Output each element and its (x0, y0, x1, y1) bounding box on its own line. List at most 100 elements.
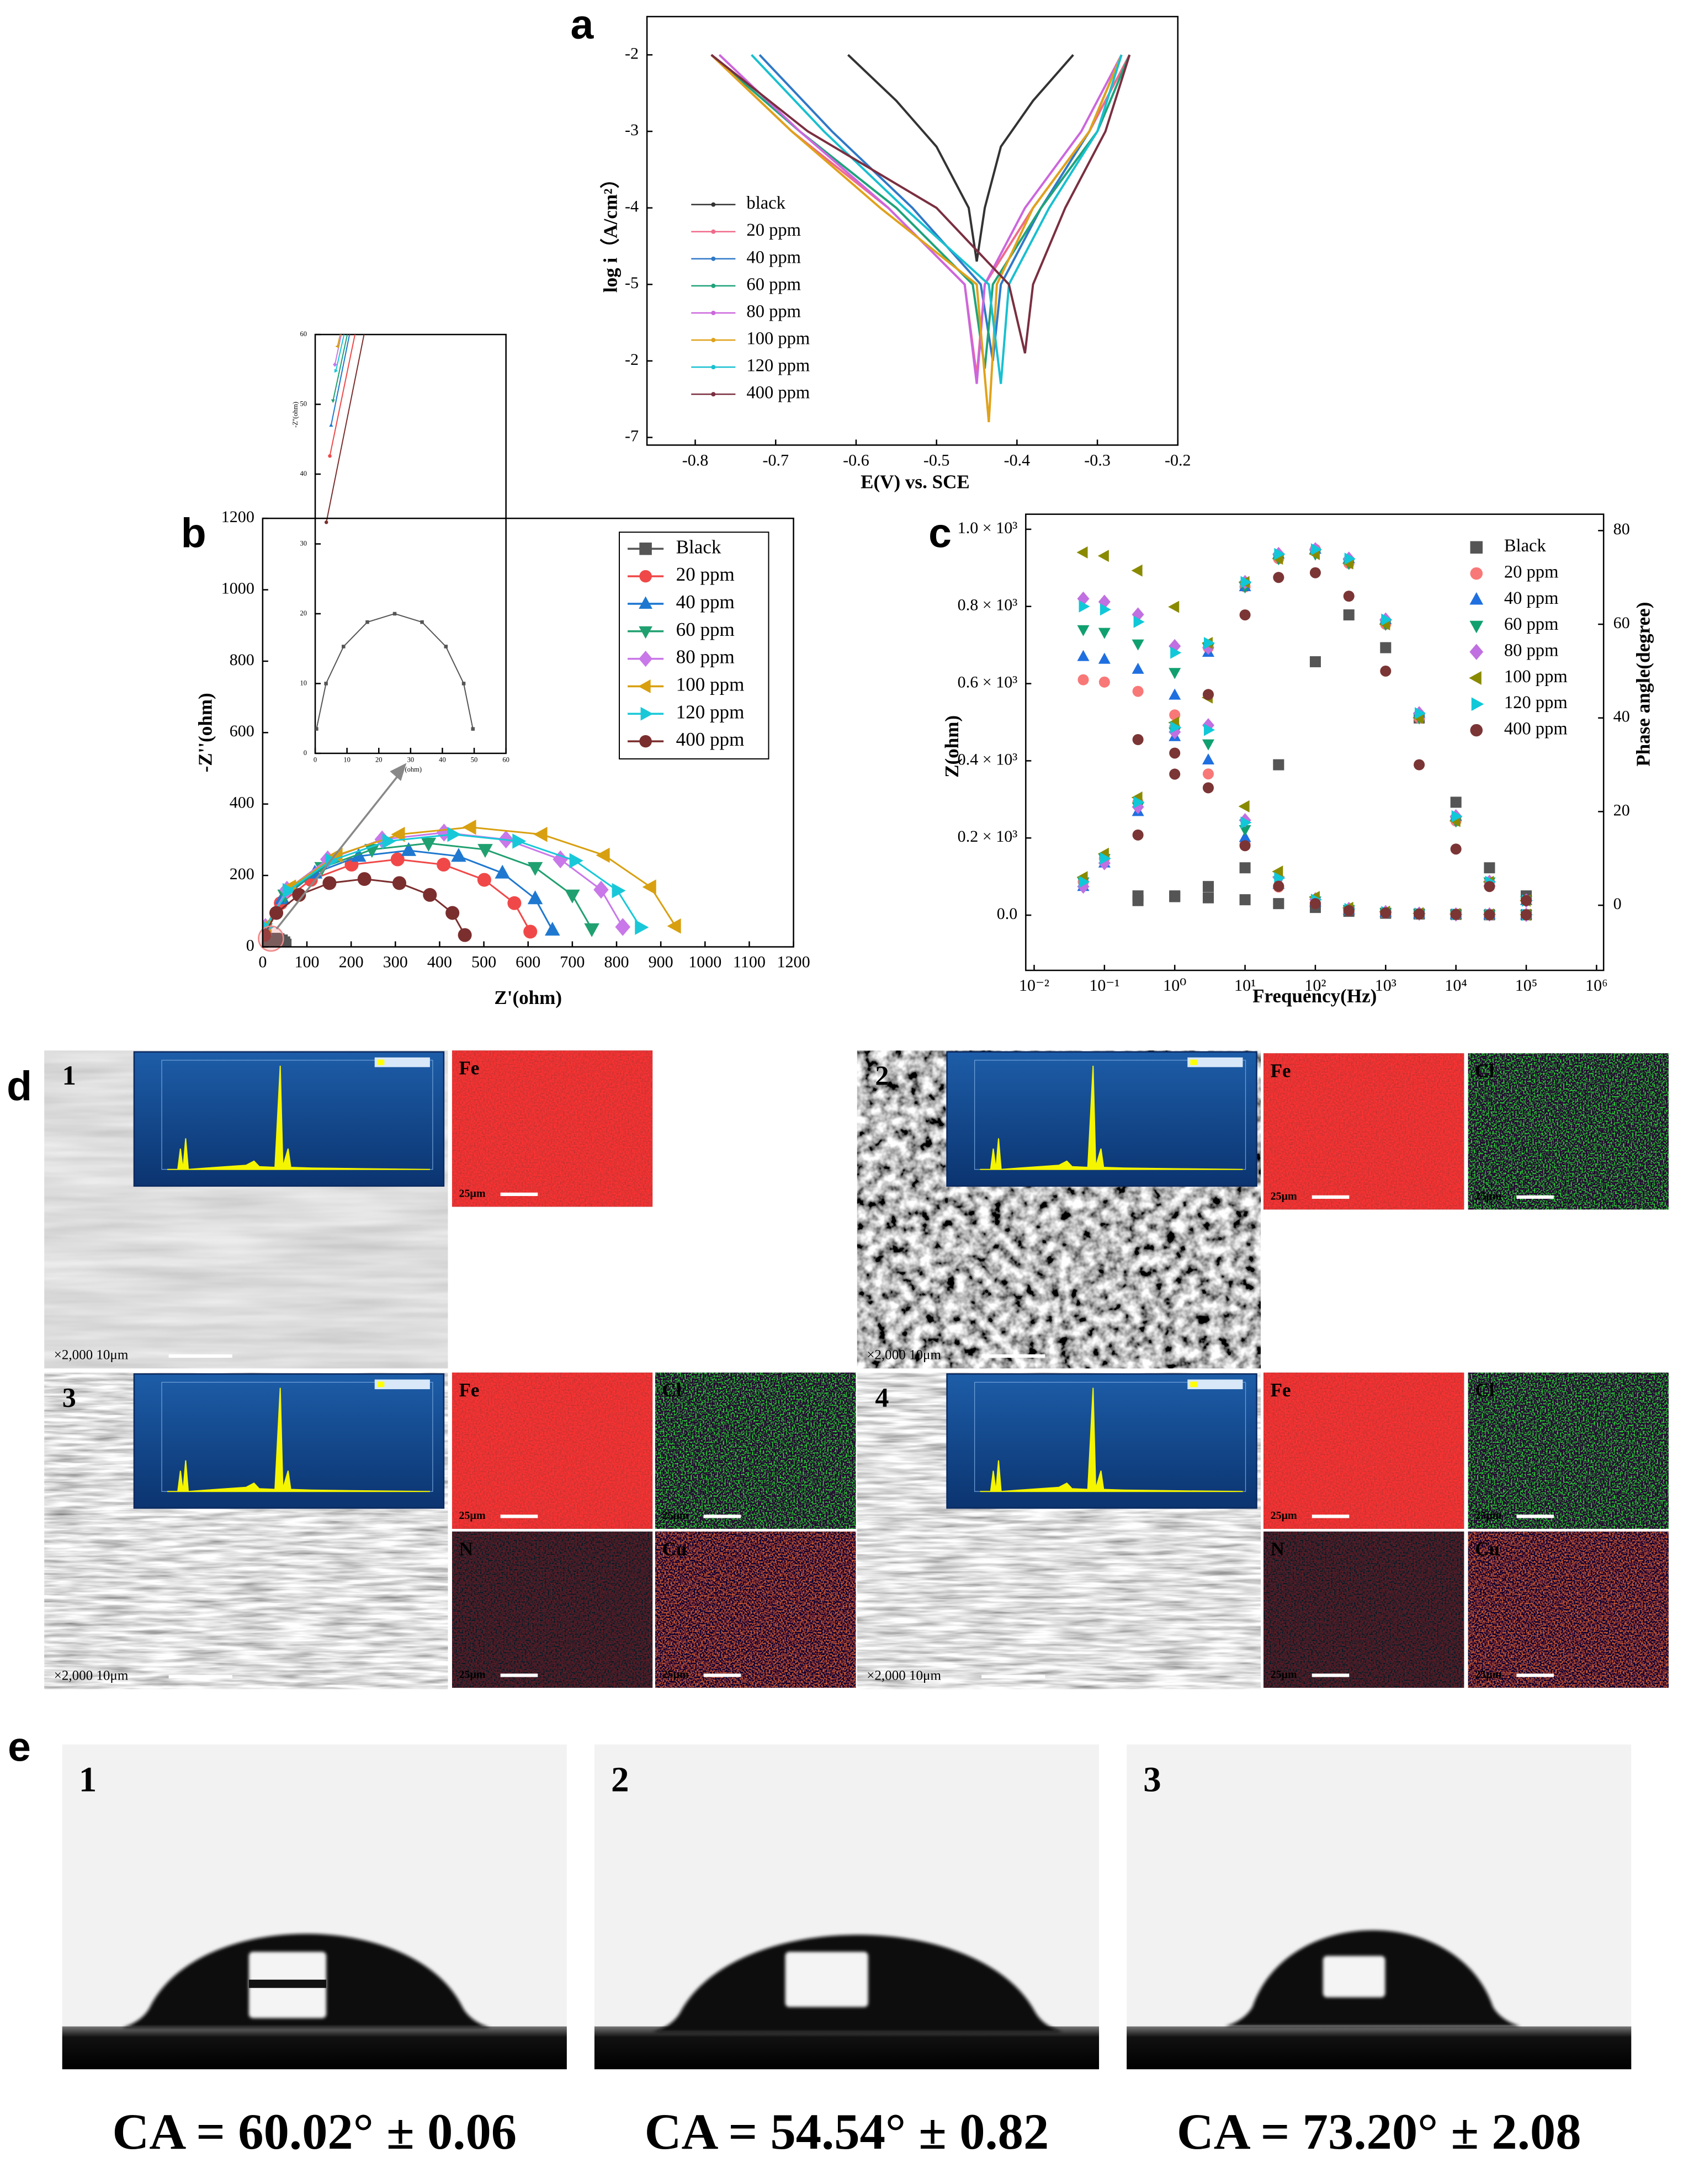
marker (1076, 546, 1088, 559)
legend-box (619, 532, 769, 759)
marker (593, 880, 609, 899)
element-label: Cu (662, 1538, 687, 1560)
x-tick-label: 40 (439, 756, 446, 763)
legend-marker (711, 256, 716, 261)
marker (1203, 724, 1215, 736)
sample-number: 3 (62, 1381, 76, 1412)
curve (710, 54, 1131, 354)
x-tick-label: 0 (314, 756, 317, 763)
legend-label: 100 ppm (676, 673, 745, 695)
marker (444, 645, 448, 649)
marker (1677, 88, 1681, 92)
legend-marker (711, 392, 716, 397)
marker (1132, 662, 1144, 674)
marker (635, 920, 649, 935)
x-tick-label: 10⁻² (1019, 976, 1049, 995)
marker (612, 883, 626, 899)
x-tick-label: 50 (471, 756, 478, 763)
legend-marker (638, 679, 651, 693)
zoom-arrow (275, 768, 405, 930)
x-tick-label: 200 (339, 952, 364, 971)
x-tick-label: -0.5 (923, 450, 950, 469)
marker (1484, 881, 1495, 892)
eds-legend-swatch (1190, 1059, 1197, 1065)
y-tick-label: 400 (230, 793, 254, 812)
legend-marker (711, 202, 716, 207)
x-tick-label: 100 (294, 952, 319, 971)
y-axis-label: log i（A/cm²） (600, 169, 622, 293)
marker (1100, 603, 1111, 616)
substrate (594, 2026, 1100, 2070)
marker (1132, 639, 1144, 651)
marker (283, 883, 297, 899)
x-tick-label: 500 (471, 952, 496, 971)
marker (334, 369, 338, 373)
panel-letter: d (7, 1062, 32, 1109)
marker (584, 923, 599, 937)
sample-number: 2 (875, 1060, 889, 1091)
eds-legend-swatch (377, 1059, 385, 1065)
marker (420, 620, 424, 624)
y2-tick-label: 80 (1613, 519, 1630, 538)
map-scale: 25μm (1475, 1668, 1501, 1681)
x-tick-label: 60 (502, 756, 509, 763)
marker (477, 844, 493, 858)
marker (1450, 843, 1462, 855)
y2-tick-label: 20 (1613, 800, 1630, 819)
marker (1202, 753, 1215, 765)
marker (401, 842, 417, 856)
y2-axis-label: Phase angle(degree) (1632, 602, 1654, 767)
element-label: Fe (1271, 1379, 1291, 1401)
y-tick-label: 0 (304, 749, 307, 757)
marker (445, 906, 460, 920)
marker (471, 727, 475, 731)
y-tick-label: -5 (625, 273, 639, 292)
legend-marker (640, 706, 654, 721)
marker (1169, 688, 1181, 700)
legend-label: 40 ppm (676, 591, 735, 613)
sem-scale: ×2,000 10μm (54, 1348, 129, 1363)
legend-marker (1470, 567, 1483, 580)
marker (1202, 892, 1214, 904)
marker (1077, 674, 1089, 686)
marker (1343, 591, 1355, 602)
sem-scale: ×2,000 10μm (54, 1668, 129, 1683)
marker (1079, 600, 1090, 613)
marker (390, 852, 405, 867)
marker (1309, 567, 1321, 578)
marker (1202, 768, 1214, 780)
substrate (1127, 2026, 1632, 2070)
marker (331, 399, 335, 403)
marker (569, 853, 583, 869)
legend-label: 80 ppm (1504, 641, 1559, 661)
x-tick-label: 1200 (777, 952, 810, 971)
panel-letter: e (8, 1723, 31, 1769)
marker (451, 848, 466, 862)
marker (1079, 875, 1090, 888)
legend-label: 60 ppm (676, 619, 735, 640)
marker (1414, 759, 1425, 770)
x-tick-label: 20 (375, 756, 383, 763)
marker (527, 890, 543, 905)
marker (447, 826, 461, 842)
x-tick-label: 1100 (733, 952, 766, 971)
map-scale: 25μm (1271, 1668, 1297, 1681)
marker (335, 344, 339, 349)
marker (292, 888, 306, 902)
marker (1309, 656, 1321, 667)
marker (1310, 543, 1322, 556)
y-tick-label: 60 (300, 330, 307, 338)
legend-marker (639, 542, 652, 555)
marker (1380, 642, 1392, 653)
inset-bg (315, 334, 506, 753)
marker (462, 820, 476, 835)
image-number: 1 (79, 1760, 97, 1800)
y2-tick-label: 40 (1613, 707, 1630, 726)
x-tick-label: 30 (407, 756, 415, 763)
element-label: Fe (459, 1379, 479, 1401)
marker (667, 918, 681, 934)
marker (382, 833, 396, 849)
marker (1521, 909, 1532, 921)
legend-marker (639, 570, 652, 583)
